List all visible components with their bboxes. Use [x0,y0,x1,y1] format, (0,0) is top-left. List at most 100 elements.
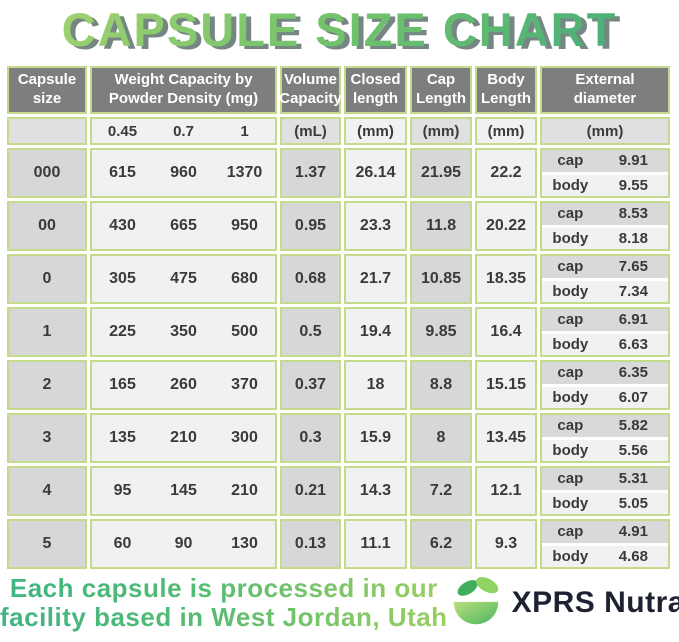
body-diameter-value: 5.05 [618,494,648,512]
weight-045: 430 [109,217,136,234]
weight-1: 1370 [226,164,263,181]
body-label: body [552,547,589,565]
col-header-capsule-size: Capsule size [7,66,87,114]
col-header-cap-length-label: Cap Length [416,71,466,107]
weight-045: 135 [109,429,136,446]
footer-tagline: Each capsule is processed in our facilit… [0,574,448,632]
unit-body-length: (mm) [475,117,537,145]
body-diameter-value: 9.55 [618,176,648,194]
weight-045: 95 [113,482,132,499]
cap-length-value: 21.95 [410,148,472,198]
brand-logo: XPRS Nutra [448,574,679,633]
external-diameter-cell: cap 6.35 body 6.07 [540,360,670,410]
external-cap-row: cap 9.91 [542,150,668,172]
external-cap-row: cap 5.82 [542,415,668,437]
weight-045: 225 [109,323,136,340]
volume-value: 0.21 [280,466,341,516]
closed-length-value: 21.7 [344,254,407,304]
page-title-wrap: CAPSULE SIZE CHART CAPSULE SIZE CHART [0,2,679,60]
external-body-row: body 5.05 [542,492,668,514]
weight-07: 960 [170,164,197,181]
unit-cap-length: (mm) [410,117,472,145]
cap-label: cap [557,417,584,435]
cap-label: cap [557,311,584,329]
capsule-size-value: 0 [7,254,87,304]
capsule-size-value: 000 [7,148,87,198]
col-header-external-diameter-label: External diameter [573,71,637,107]
capsule-size-value: 5 [7,519,87,569]
col-header-body-length-label: Body Length [481,71,531,107]
col-header-volume-capacity-label: Volume Capacity [279,71,342,107]
volume-value: 0.95 [280,201,341,251]
external-body-row: body 4.68 [542,545,668,567]
body-label: body [552,441,589,459]
external-body-row: body 6.63 [542,333,668,355]
body-length-value: 20.22 [475,201,537,251]
external-cap-row: cap 5.31 [542,468,668,490]
capsule-size-value: 00 [7,201,87,251]
cap-length-value: 8.8 [410,360,472,410]
cap-diameter-value: 6.35 [618,364,648,382]
weight-07: 145 [170,482,197,499]
external-cap-row: cap 6.91 [542,309,668,331]
cap-label: cap [557,258,584,276]
weight-07: 350 [170,323,197,340]
body-label: body [552,282,589,300]
weight-045: 165 [109,376,136,393]
weight-045: 60 [113,535,132,552]
col-header-closed-length-label: Closed length [350,71,401,107]
body-diameter-value: 7.34 [618,282,648,300]
cap-diameter-value: 7.65 [618,258,648,276]
volume-value: 0.13 [280,519,341,569]
footer-tagline-line2: facility based in West Jordan, Utah [0,602,448,632]
page-title: CAPSULE SIZE CHART [0,2,679,58]
weight-07: 475 [170,270,197,287]
brand-name: XPRS Nutra [511,586,679,619]
cap-length-value: 8 [410,413,472,463]
weight-values: 430 665 950 [90,201,277,251]
weight-1: 680 [231,270,258,287]
unit-closed-length: (mm) [344,117,407,145]
weight-values: 165 260 370 [90,360,277,410]
col-header-closed-length: Closed length [344,66,407,114]
closed-length-value: 19.4 [344,307,407,357]
body-length-value: 13.45 [475,413,537,463]
cap-label: cap [557,523,584,541]
capsule-size-value: 2 [7,360,87,410]
col-header-external-diameter: External diameter [540,66,670,114]
external-cap-row: cap 4.91 [542,521,668,543]
cap-diameter-value: 5.82 [618,417,648,435]
body-length-value: 15.15 [475,360,537,410]
external-body-row: body 8.18 [542,227,668,249]
weight-values: 135 210 300 [90,413,277,463]
capsule-size-table: Capsule size Weight Capacity by Powder D… [7,66,672,569]
body-label: body [552,388,589,406]
capsule-size-value: 4 [7,466,87,516]
cap-length-value: 11.8 [410,201,472,251]
external-body-row: body 5.56 [542,439,668,461]
unit-volume: (mL) [280,117,341,145]
weight-045: 305 [109,270,136,287]
subheader-capsule-size-cell [7,117,87,145]
weight-values: 60 90 130 [90,519,277,569]
unit-external-diameter: (mm) [540,117,670,145]
body-label: body [552,229,589,247]
external-diameter-cell: cap 8.53 body 8.18 [540,201,670,251]
weight-values: 95 145 210 [90,466,277,516]
body-length-value: 18.35 [475,254,537,304]
density-1: 1 [240,122,249,140]
cap-diameter-value: 8.53 [618,205,648,223]
cap-diameter-value: 9.91 [618,152,648,170]
external-cap-row: cap 6.35 [542,362,668,384]
external-diameter-cell: cap 4.91 body 4.68 [540,519,670,569]
cap-label: cap [557,364,584,382]
density-07: 0.7 [173,122,194,140]
weight-values: 225 350 500 [90,307,277,357]
weight-1: 210 [231,482,258,499]
body-diameter-value: 6.63 [618,335,648,353]
col-header-capsule-size-label: Capsule size [17,71,77,107]
footer: Each capsule is processed in our facilit… [0,572,679,634]
weight-values: 615 960 1370 [90,148,277,198]
closed-length-value: 26.14 [344,148,407,198]
external-cap-row: cap 8.53 [542,203,668,225]
